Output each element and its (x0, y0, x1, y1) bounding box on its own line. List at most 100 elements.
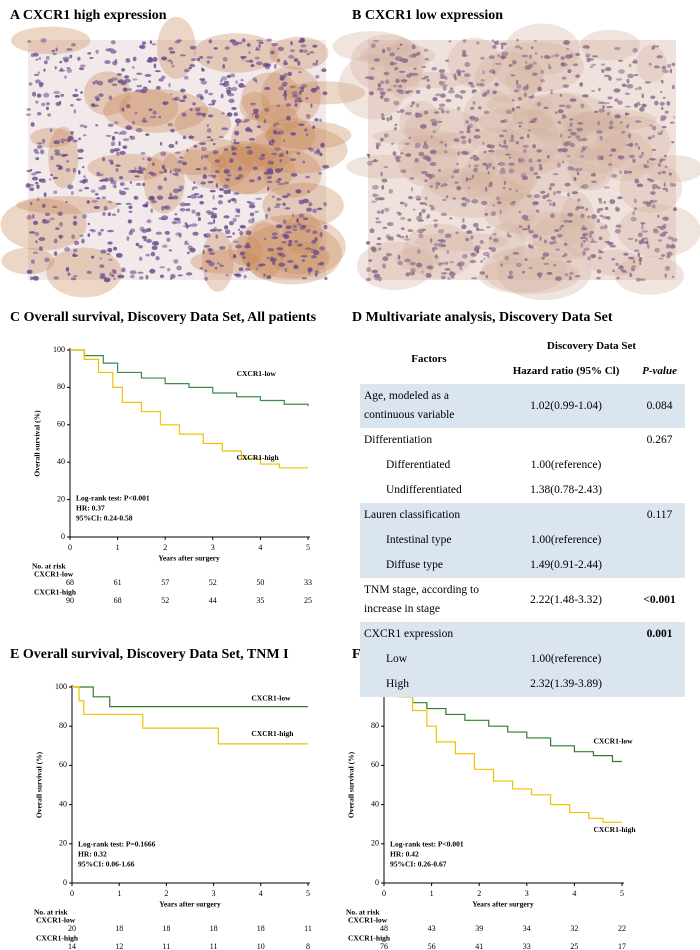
table-cell: TNM stage, according to increase in stag… (364, 584, 479, 615)
nucleus (290, 173, 298, 177)
nucleus (662, 223, 667, 229)
nucleus (374, 276, 380, 281)
nucleus (310, 249, 318, 254)
nucleus (208, 92, 214, 96)
at-risk-count: 57 (161, 578, 169, 587)
nucleus (286, 193, 291, 197)
nucleus (312, 125, 316, 130)
nucleus (627, 256, 633, 260)
x-axis-label: Years after surgery (472, 900, 534, 909)
nucleus (144, 73, 152, 77)
nucleus (446, 58, 449, 62)
nucleus (51, 49, 56, 53)
nucleus (549, 202, 552, 206)
nucleus (435, 181, 441, 186)
nucleus (669, 121, 675, 124)
nucleus (521, 54, 529, 58)
nucleus (396, 234, 401, 238)
nucleus (566, 154, 571, 158)
tissue-region (491, 41, 584, 93)
nucleus (439, 140, 444, 144)
tissue-region (527, 93, 594, 147)
tissue-region (597, 131, 654, 182)
nucleus (223, 80, 230, 84)
nucleus (499, 209, 502, 215)
nucleus (299, 226, 306, 231)
nucleus (612, 269, 615, 273)
nucleus (26, 214, 32, 220)
nucleus (658, 257, 664, 260)
nucleus (219, 263, 222, 267)
nucleus (290, 41, 293, 46)
nucleus (305, 175, 311, 179)
nucleus (219, 246, 226, 250)
nucleus (146, 238, 152, 243)
nucleus (556, 190, 562, 194)
nucleus (177, 219, 181, 224)
nucleus (468, 139, 472, 144)
nucleus (306, 190, 310, 193)
nucleus (140, 151, 146, 155)
nucleus (618, 265, 624, 271)
tissue-region (190, 249, 262, 274)
nucleus (270, 152, 278, 156)
nucleus (651, 135, 656, 139)
nucleus (133, 196, 139, 200)
nucleus (170, 128, 176, 133)
nucleus (135, 89, 138, 93)
table-row: Intestinal type 1.00(reference) (360, 528, 685, 553)
nucleus (467, 178, 472, 181)
nucleus (606, 105, 613, 109)
nucleus (425, 273, 432, 278)
nucleus (634, 87, 638, 91)
nucleus (297, 123, 305, 127)
nucleus (598, 197, 602, 202)
nucleus (392, 62, 398, 65)
nucleus (158, 78, 164, 82)
nucleus (77, 148, 84, 153)
nucleus (117, 208, 120, 213)
nucleus (200, 194, 204, 198)
nucleus (555, 248, 560, 251)
nucleus (157, 185, 163, 191)
nucleus (666, 251, 673, 256)
table-row: Differentiated 1.00(reference) (360, 453, 685, 478)
nucleus (489, 69, 496, 74)
nucleus (174, 40, 181, 44)
nucleus (463, 73, 471, 78)
nucleus (306, 52, 310, 56)
nucleus (59, 60, 63, 64)
nucleus (266, 176, 272, 179)
nucleus (54, 94, 60, 98)
nucleus (621, 271, 628, 274)
nucleus (423, 75, 429, 79)
nucleus (590, 63, 597, 66)
nucleus (201, 154, 204, 160)
nucleus (541, 256, 545, 260)
at-risk-count: 32 (570, 924, 578, 933)
nucleus (671, 62, 676, 67)
nucleus (657, 239, 663, 242)
nucleus (220, 93, 224, 99)
nucleus (38, 56, 42, 60)
nucleus (191, 209, 196, 214)
nucleus (533, 194, 541, 199)
nucleus (217, 200, 223, 205)
nucleus (92, 104, 100, 107)
nucleus (60, 67, 63, 72)
nucleus (201, 112, 206, 117)
nucleus (207, 222, 214, 225)
nucleus (179, 99, 186, 103)
nucleus (480, 82, 485, 87)
nucleus (538, 163, 543, 167)
nucleus (36, 145, 43, 149)
nucleus (646, 243, 650, 249)
nucleus (296, 218, 299, 223)
nucleus (657, 131, 663, 136)
nucleus (596, 269, 602, 274)
nucleus (94, 95, 99, 101)
nucleus (619, 121, 623, 124)
nucleus (418, 151, 425, 157)
nucleus (221, 127, 229, 131)
nucleus (41, 102, 46, 107)
